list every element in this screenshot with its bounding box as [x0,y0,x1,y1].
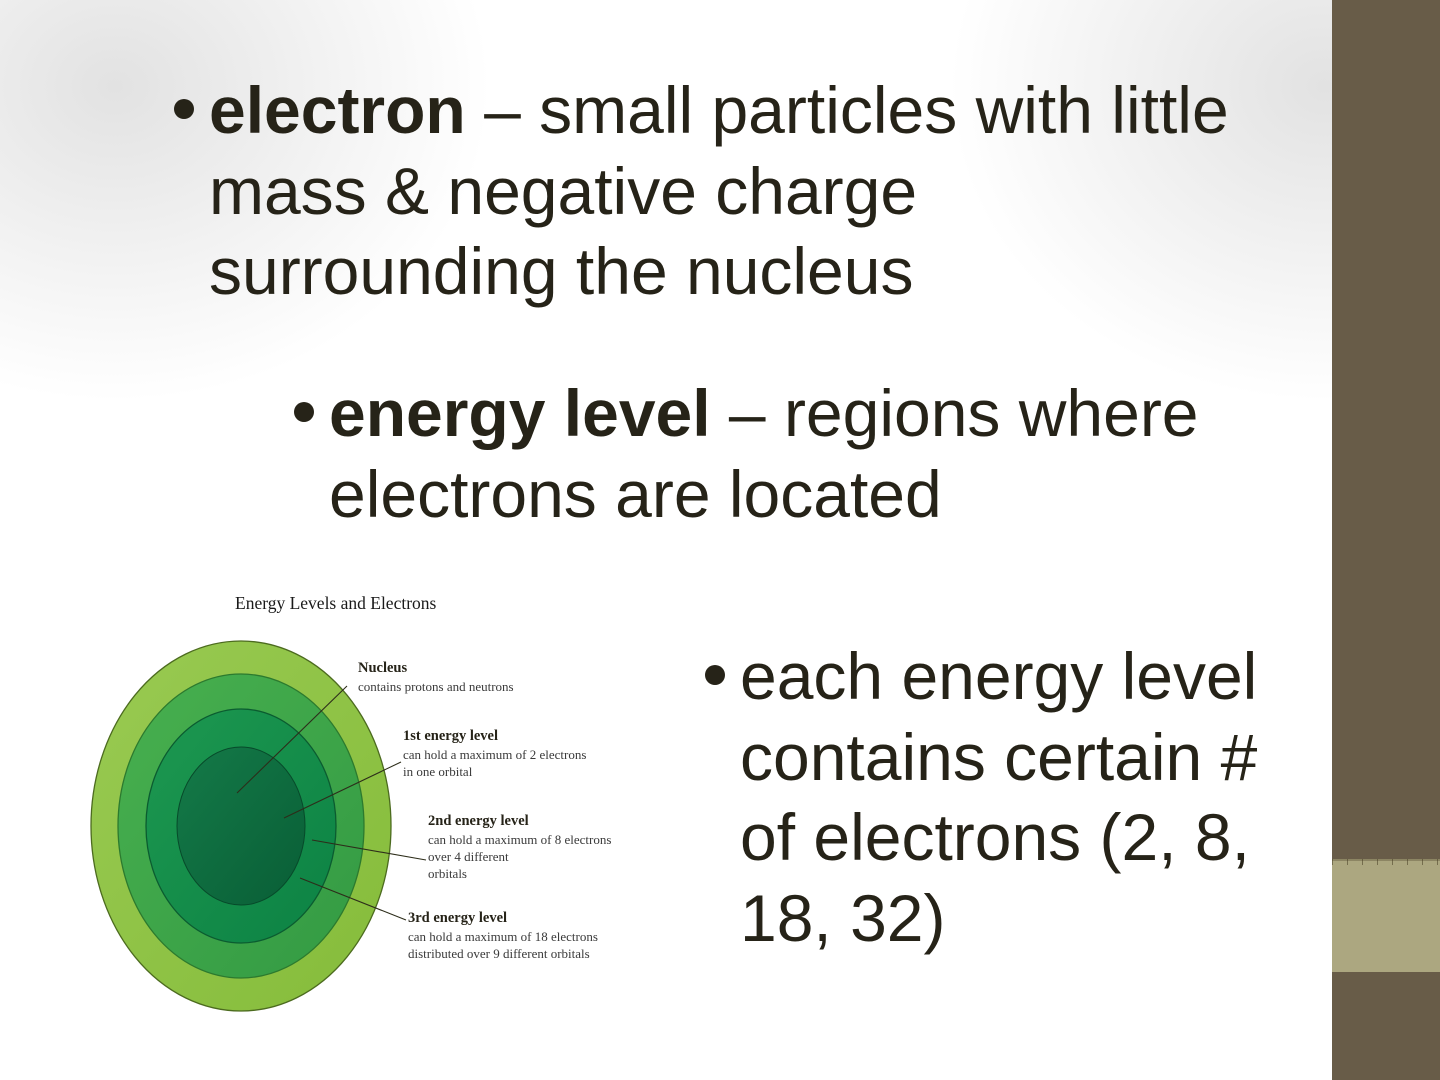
svg-text:can hold a maximum of 18 elect: can hold a maximum of 18 electrons [408,929,598,944]
svg-text:2nd energy level: 2nd energy level [428,813,529,829]
svg-text:Nucleus: Nucleus [358,660,408,676]
svg-text:can hold a maximum of 8 electr: can hold a maximum of 8 electrons [428,832,611,847]
svg-text:Energy Levels and Electrons: Energy Levels and Electrons [235,593,437,613]
svg-text:can hold a maximum of 2 electr: can hold a maximum of 2 electrons [403,747,586,762]
svg-text:1st energy level: 1st energy level [403,728,498,744]
svg-text:contains protons and neutrons: contains protons and neutrons [358,679,514,694]
svg-text:3rd energy level: 3rd energy level [408,910,507,926]
svg-text:distributed over 9 different o: distributed over 9 different orbitals [408,946,590,961]
svg-text:in one orbital: in one orbital [403,764,473,779]
svg-text:over 4 different: over 4 different [428,849,509,864]
svg-text:orbitals: orbitals [428,866,467,881]
